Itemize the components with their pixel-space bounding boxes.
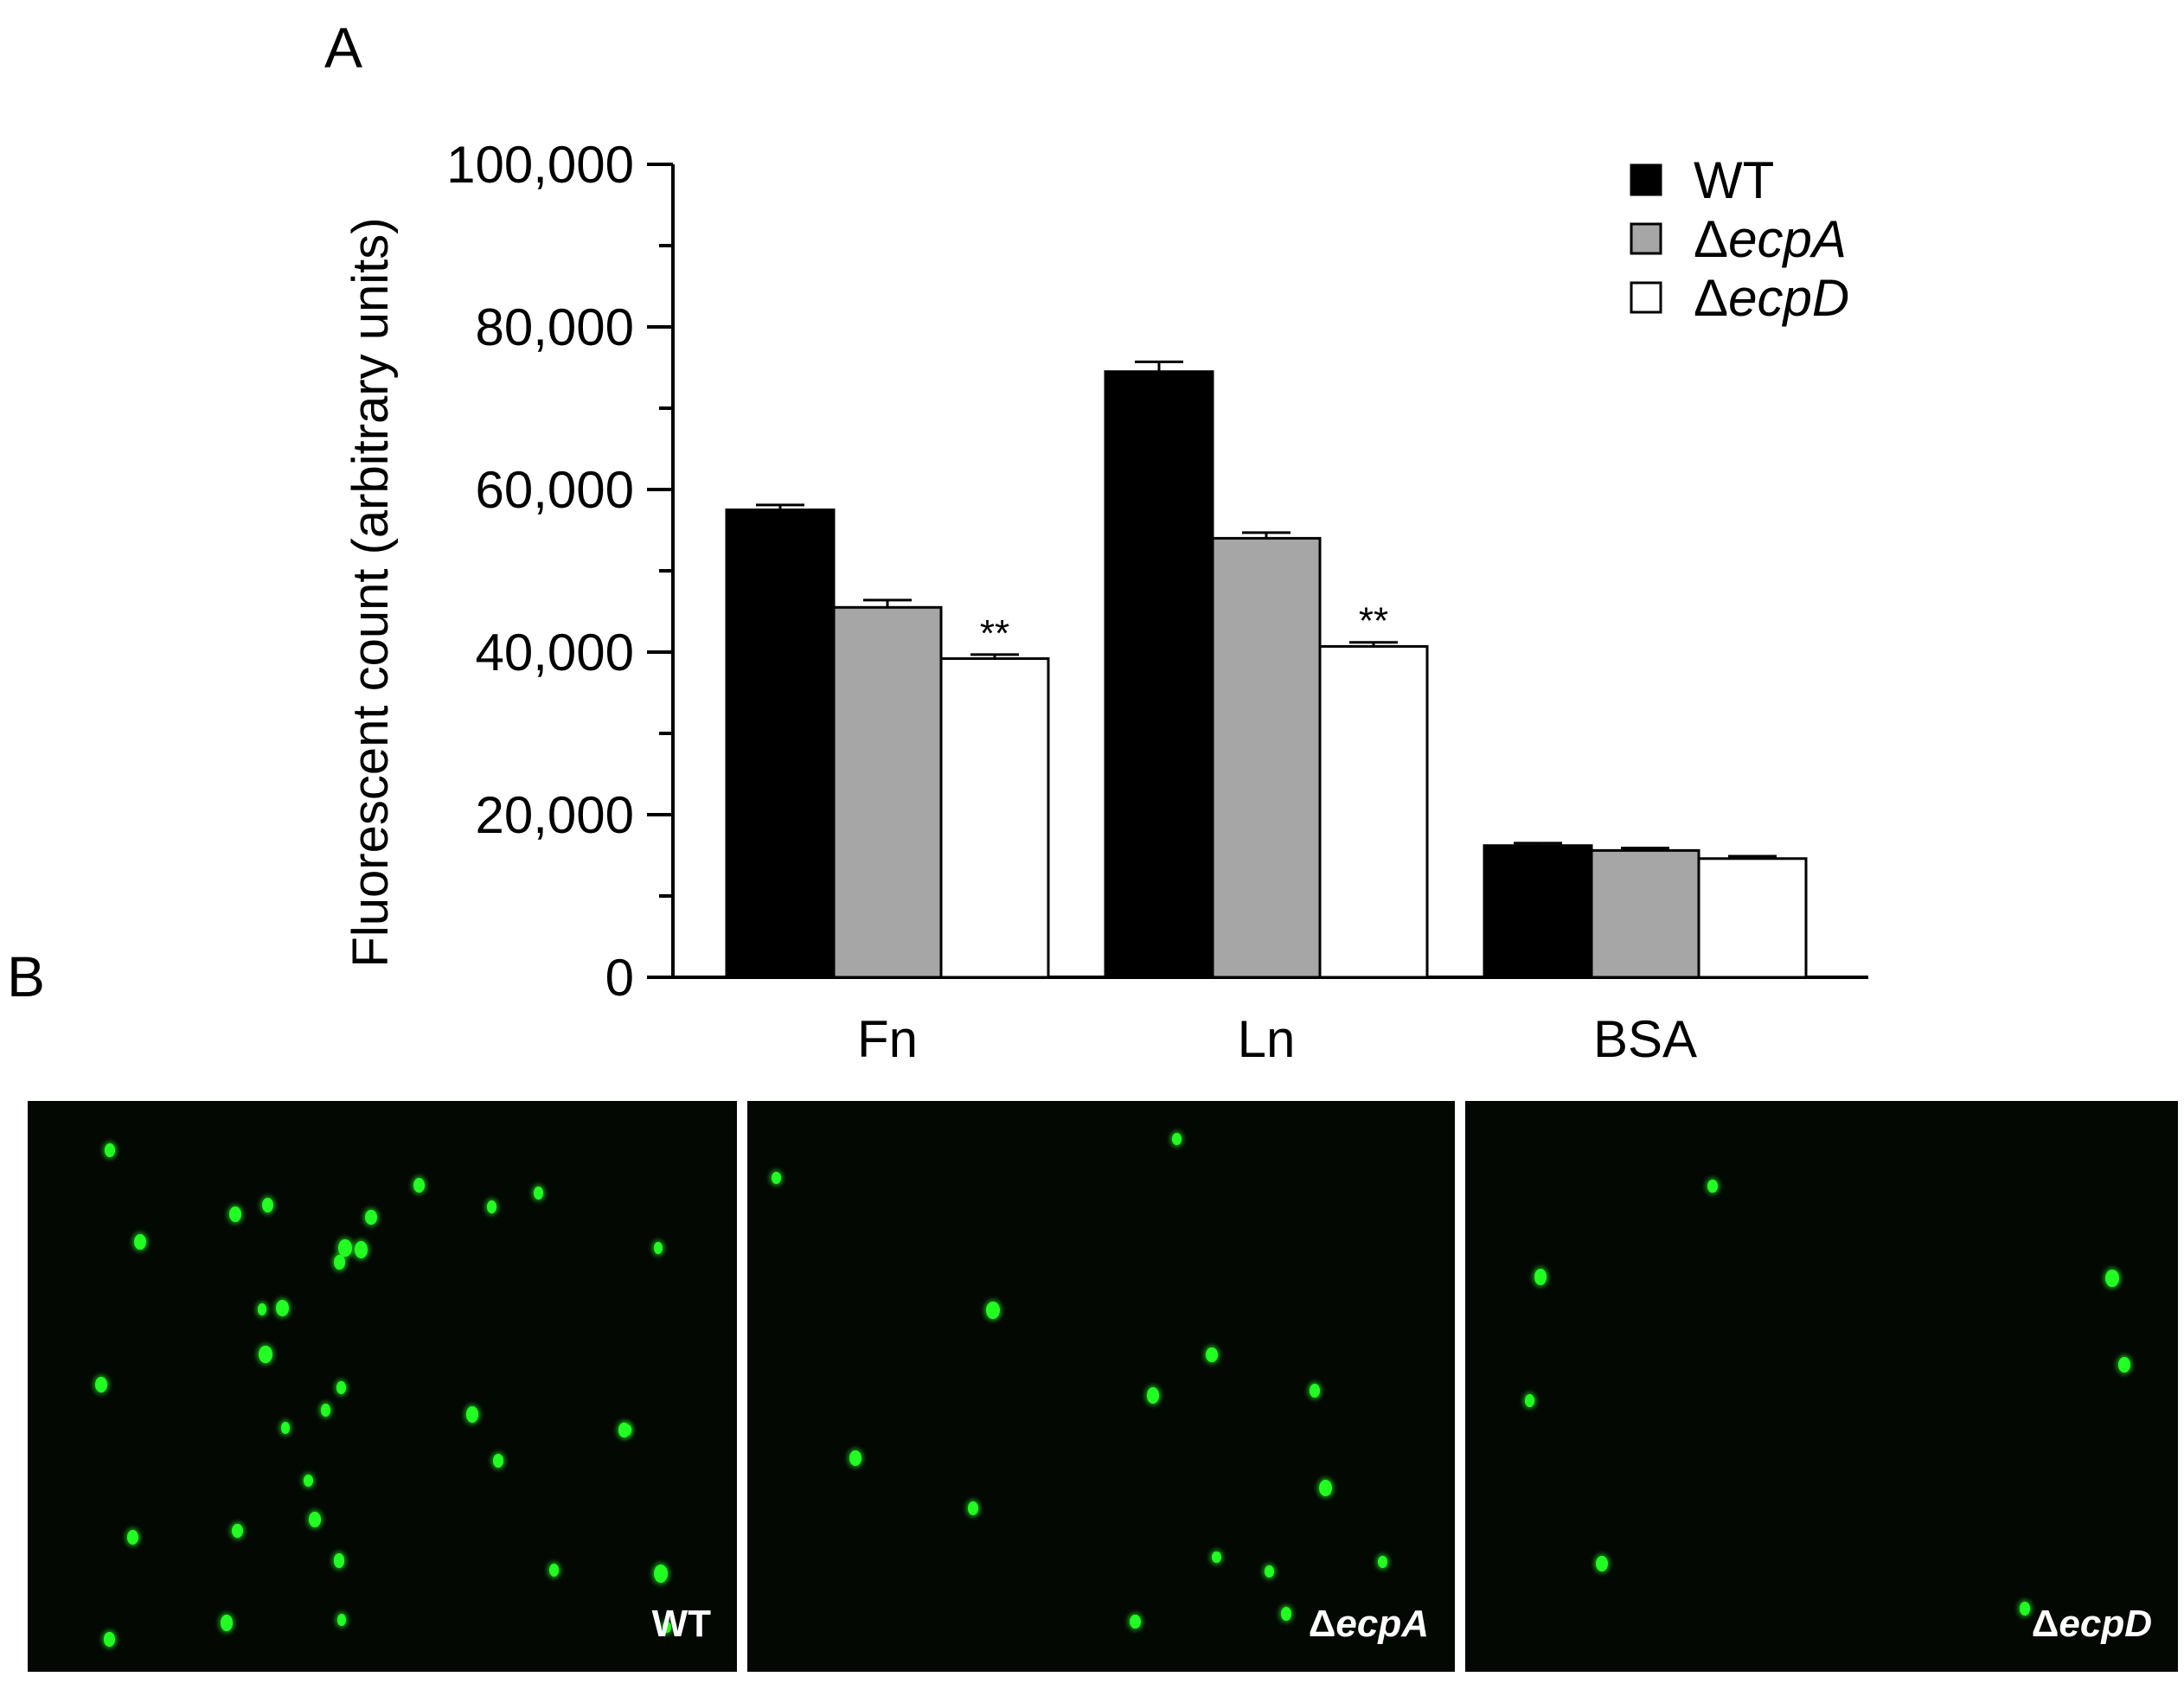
bacterium-dot — [1147, 1387, 1160, 1404]
bacterium-dot — [1281, 1607, 1292, 1621]
bacterium-dot — [1707, 1180, 1718, 1193]
bacterium-dot — [127, 1529, 138, 1545]
legend-swatch-WT — [1630, 163, 1662, 196]
bacterium-dot — [262, 1198, 274, 1213]
bar-ecpD-Ln — [1318, 644, 1429, 979]
bacterium-dot — [1265, 1565, 1274, 1577]
y-tick-label: 60,000 — [475, 461, 634, 519]
bar-ecpA-BSA — [1590, 848, 1700, 979]
bacterium-dot — [1319, 1479, 1333, 1497]
bacterium-dot — [1172, 1132, 1182, 1145]
micrograph-2: ΔecpA — [747, 1101, 1455, 1672]
axes: 0 20,000 40,000 60,000 80,000 100,000 — [446, 136, 1868, 1007]
significance-marker: ** — [1359, 600, 1388, 643]
y-tick-label: 100,000 — [446, 136, 634, 194]
y-tick-label: 40,000 — [475, 624, 634, 682]
bacterium-dot — [320, 1404, 330, 1417]
bacterium-dot — [309, 1512, 321, 1528]
bacterium-dot — [281, 1422, 291, 1434]
bacterium-dot — [662, 1621, 672, 1634]
bar-ecpD-BSA — [1697, 857, 1808, 979]
legend-swatch-ecpD — [1630, 281, 1662, 314]
bar-chart: A B Fluorescent count (arbitrary units) … — [7, 16, 1868, 1068]
bacterium-dot — [257, 1303, 267, 1315]
bacterium-dot — [1309, 1383, 1321, 1398]
bacterium-dot — [333, 1255, 345, 1270]
legend-label-WT: WT — [1694, 151, 1774, 209]
micrograph-1: WT — [28, 1101, 737, 1672]
bar-ecpD-Fn — [939, 657, 1050, 979]
bacterium-dot — [365, 1209, 377, 1225]
bacterium-dot — [486, 1200, 497, 1213]
bacterium-dot — [653, 1242, 663, 1254]
bacterium-dot — [1212, 1551, 1221, 1563]
bar-ecpA-Fn — [832, 605, 943, 979]
legend-label-ecpD: ΔecpD — [1694, 269, 1849, 327]
y-tick-label: 0 — [605, 949, 634, 1007]
bar-WT-Ln — [1104, 370, 1214, 979]
bars: ** Fn ** Ln BSA — [725, 360, 1808, 1068]
x-tick-label: Fn — [857, 1010, 918, 1068]
bacterium-dot — [1130, 1614, 1141, 1629]
bar-ecpA-Ln — [1211, 536, 1322, 979]
x-tick-label: BSA — [1593, 1010, 1697, 1068]
legend-label-ecpA: ΔecpA — [1694, 210, 1847, 268]
bacterium-dot — [413, 1178, 426, 1193]
bacterium-dot — [134, 1234, 147, 1251]
x-tick-label: Ln — [1238, 1010, 1296, 1068]
panel-label-b: B — [7, 944, 45, 1008]
bacterium-dot — [492, 1454, 503, 1469]
bacterium-dot — [354, 1240, 368, 1258]
bacterium-dot — [986, 1301, 1001, 1320]
micrograph-label: ΔecpA — [1308, 1603, 1429, 1645]
bacterium-dot — [220, 1614, 234, 1631]
bacterium-dot — [533, 1187, 544, 1200]
bacterium-dot — [849, 1450, 861, 1467]
bacterium-dot — [336, 1380, 347, 1394]
bacterium-dot — [1206, 1347, 1218, 1363]
y-axis-label: Fluorescent count (arbitrary units) — [343, 217, 399, 967]
bacterium-dot — [465, 1405, 479, 1423]
bar-WT-BSA — [1483, 844, 1593, 979]
bacterium-dot — [1377, 1556, 1387, 1569]
bacterium-dot — [104, 1142, 116, 1158]
micrograph-3: ΔecpD — [1465, 1101, 2178, 1672]
bacterium-dot — [337, 1238, 352, 1257]
bar-WT-Fn — [725, 509, 836, 979]
panel-label-a: A — [324, 16, 362, 80]
bacterium-dot — [2105, 1270, 2119, 1288]
bacterium-dot — [95, 1377, 108, 1393]
bacterium-dot — [1534, 1269, 1547, 1285]
micrograph-label: ΔecpD — [2031, 1603, 2152, 1645]
bacterium-dot — [618, 1423, 630, 1438]
legend-swatch-ecpA — [1630, 222, 1662, 255]
bacterium-dot — [1524, 1393, 1534, 1407]
bacterium-dot — [276, 1300, 289, 1317]
bacterium-dot — [771, 1171, 781, 1185]
y-tick-label: 80,000 — [475, 298, 634, 356]
y-tick-label: 20,000 — [475, 786, 634, 844]
bacterium-dot — [333, 1553, 345, 1568]
micrograph-label: WT — [651, 1603, 711, 1645]
bacterium-dot — [654, 1565, 669, 1583]
bacterium-dot — [2118, 1357, 2131, 1373]
bacterium-dot — [304, 1474, 314, 1488]
bacterium-dot — [232, 1523, 243, 1538]
bacterium-dot — [967, 1501, 978, 1515]
significance-marker: ** — [980, 612, 1009, 655]
bacterium-dot — [229, 1206, 242, 1223]
bacterium-dot — [103, 1632, 115, 1647]
bacterium-dot — [548, 1564, 560, 1577]
bacterium-dot — [1595, 1556, 1608, 1571]
bacterium-dot — [336, 1614, 347, 1627]
bacterium-dot — [258, 1345, 272, 1364]
bacterium-dot — [2020, 1602, 2031, 1616]
